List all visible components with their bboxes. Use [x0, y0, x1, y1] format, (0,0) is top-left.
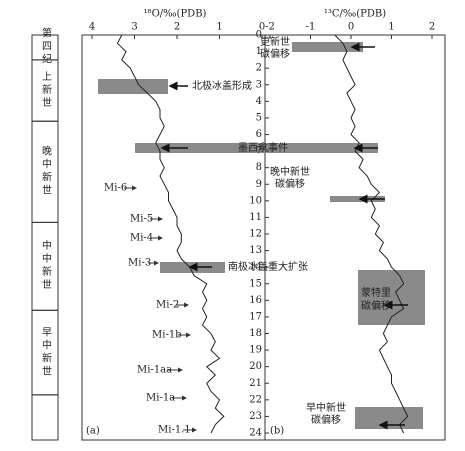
- y-tick-label: 11: [249, 212, 262, 223]
- y-tick-label: 1: [256, 46, 262, 57]
- annotation: 碳偏移: [361, 299, 391, 312]
- mi-label: Mi-1.1: [158, 425, 191, 436]
- y-tick-label: 20: [249, 361, 262, 372]
- y-tick-label: 10: [249, 195, 262, 206]
- mi-label: Mi-1aa: [137, 365, 172, 376]
- epoch-box: [31, 394, 59, 441]
- mi-label: Mi-2: [156, 300, 179, 311]
- y-tick-label: 15: [249, 278, 262, 289]
- panel-label: (b): [270, 426, 284, 437]
- x-axis-title: ¹³C/‰(PDB): [324, 9, 386, 20]
- data-line: [334, 34, 409, 434]
- mi-label: Mi-4: [130, 233, 153, 244]
- y-tick-label: 5: [256, 112, 262, 123]
- x-tick-label: 4: [89, 22, 95, 33]
- x-tick-label: 2: [429, 22, 435, 33]
- annotation: 早中新世: [306, 401, 346, 414]
- panel-a-frame: [81, 34, 266, 441]
- event-box: [98, 79, 168, 94]
- epoch-label: 上新世: [40, 71, 52, 110]
- epoch-label: 中中新世: [40, 239, 52, 292]
- x-tick-label: 1: [388, 22, 394, 33]
- annotation: 更新世: [260, 35, 290, 48]
- annotation: 北极冰盖形成: [192, 79, 252, 92]
- x-tick-label: -2: [265, 22, 275, 33]
- annotation: 碳偏移: [311, 413, 341, 426]
- epoch-label: 第四纪: [40, 27, 52, 67]
- mi-label: Mi-1a: [146, 393, 175, 404]
- y-tick-label: 14: [249, 262, 262, 273]
- mi-label: Mi-6: [104, 183, 127, 194]
- annotation: 晚中新世: [270, 165, 310, 178]
- x-tick-label: 0: [259, 22, 265, 33]
- epoch-label: 早中新世: [40, 326, 52, 378]
- x-axis-title: ¹⁸O/‰(PDB): [144, 9, 207, 20]
- y-tick-label: 12: [249, 229, 262, 240]
- y-tick-label: 9: [256, 179, 262, 190]
- y-tick-label: 7: [256, 146, 262, 157]
- x-tick-label: 3: [131, 22, 137, 33]
- y-tick-label: 23: [249, 411, 262, 422]
- annotation: 南极冰盖重大扩张: [228, 260, 308, 273]
- annotation: 墨西拿事件: [238, 141, 288, 154]
- epoch-label: 晚中新世: [40, 146, 52, 198]
- y-tick-label: 6: [256, 129, 262, 140]
- y-tick-label: 2: [256, 63, 262, 74]
- y-tick-label: 18: [249, 328, 262, 339]
- mi-labels: Mi-6 Mi-5 Mi-4 Mi-3 Mi-2 Mi-1b Mi-1aa Mi…: [104, 183, 197, 436]
- y-tick-label: 8: [256, 162, 262, 173]
- y-tick-label: 21: [249, 378, 262, 389]
- y-tick-label: 22: [249, 394, 262, 405]
- y-tick-label: 4: [256, 96, 262, 107]
- data-line: [116, 34, 225, 434]
- y-tick-label: 19: [249, 345, 262, 356]
- event-box: [292, 42, 363, 52]
- x-tick-label: 1: [216, 22, 222, 33]
- x-tick-label: 2: [174, 22, 180, 33]
- x-tick-label: -1: [306, 22, 316, 33]
- annotation: 蒙特里: [361, 286, 391, 299]
- panel-label: (a): [86, 426, 100, 437]
- y-tick-label: 16: [249, 295, 262, 306]
- y-tick-label: 13: [249, 245, 262, 256]
- y-tick-label: 17: [249, 311, 262, 322]
- event-box: [135, 143, 378, 153]
- mi-label: Mi-5: [130, 214, 153, 225]
- panel-b-frame: [264, 34, 446, 441]
- y-tick-label: 3: [256, 79, 262, 90]
- annotation: 碳偏移: [260, 47, 290, 60]
- event-box: [330, 196, 385, 202]
- x-tick-label: 0: [348, 22, 354, 33]
- mi-label: Mi-3: [128, 258, 151, 269]
- y-tick-label: 24: [249, 428, 262, 439]
- event-box: [358, 270, 425, 325]
- annotation: 碳偏移: [275, 177, 305, 190]
- y-tick-label: 0: [256, 30, 262, 41]
- mi-label: Mi-1b: [152, 330, 182, 341]
